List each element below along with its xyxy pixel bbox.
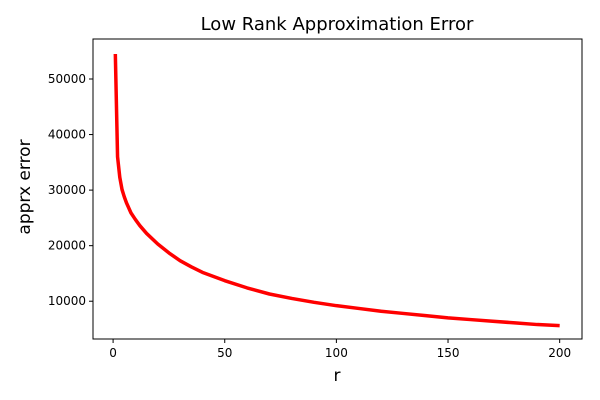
x-axis-label: r [334, 366, 341, 386]
y-tick-label: 30000 [48, 183, 86, 197]
y-tick-label: 40000 [48, 128, 86, 142]
chart-title: Low Rank Approximation Error [201, 14, 474, 35]
y-axis-label: apprx error [15, 139, 35, 234]
x-tick-label: 150 [437, 346, 460, 360]
x-tick-label: 200 [548, 346, 571, 360]
y-tick-label: 50000 [48, 72, 86, 86]
y-tick-label: 20000 [48, 239, 86, 253]
series-line-0 [113, 53, 560, 328]
x-tick-label: 50 [217, 346, 232, 360]
y-tick-label: 10000 [48, 294, 86, 308]
plot-area: 0 50 100 150 200 10000 20000 30000 40000 50000 [48, 38, 583, 360]
x-tick-label: 0 [109, 346, 117, 360]
x-tick-label: 100 [325, 346, 348, 360]
plot-frame [92, 38, 583, 340]
